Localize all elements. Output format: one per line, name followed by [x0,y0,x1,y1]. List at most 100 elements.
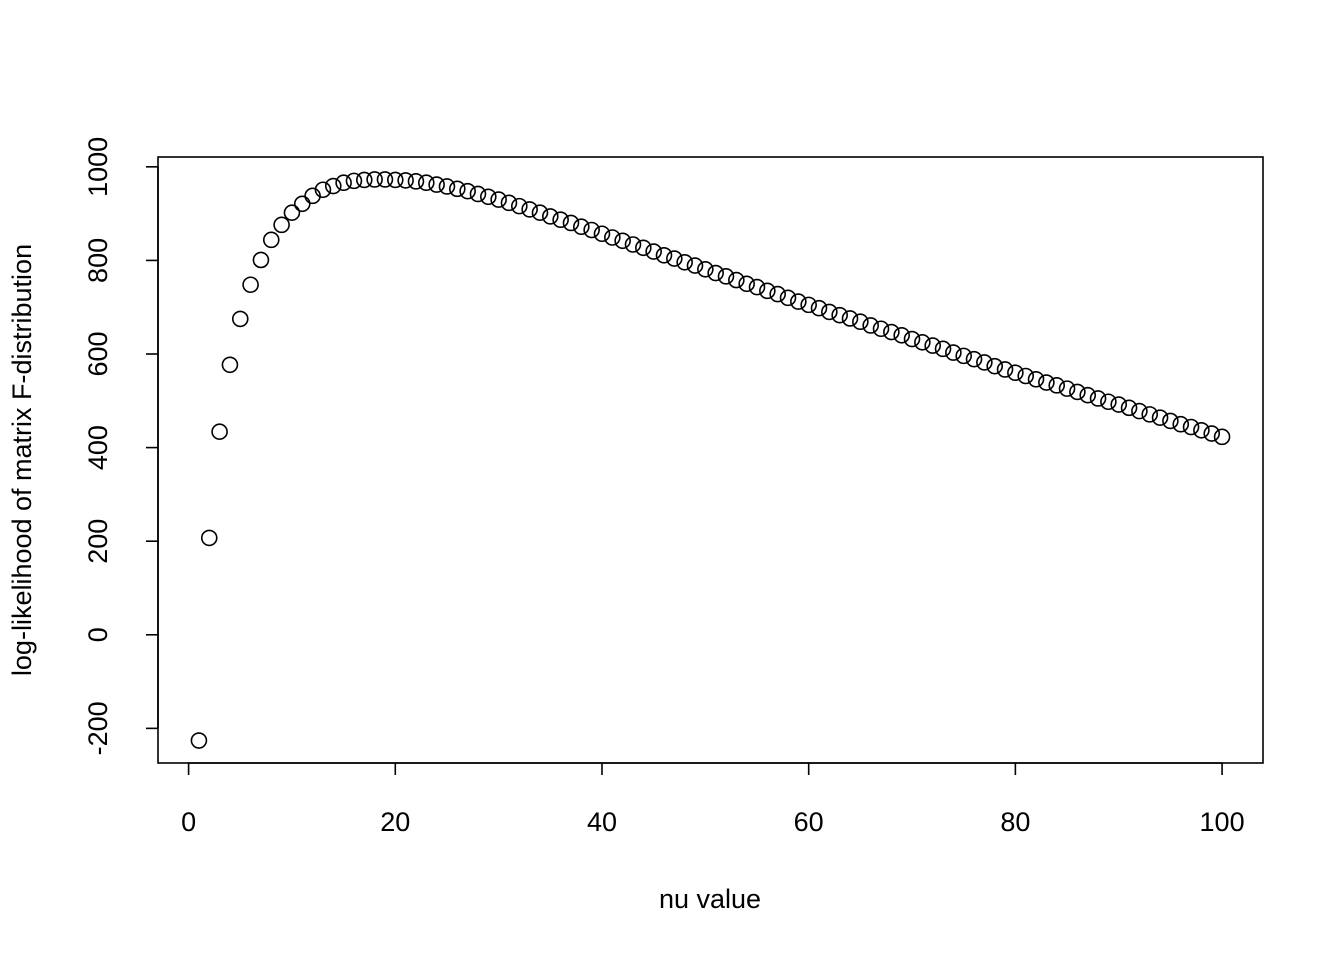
point [262,231,280,249]
point [872,320,890,338]
point [583,221,600,239]
point [1213,428,1231,446]
point [490,191,507,208]
point [190,732,208,749]
point [521,201,538,218]
point [1007,364,1024,382]
y-axis-label: log-likelihood of matrix F-distribution [7,244,37,676]
point [996,361,1014,378]
point [1162,412,1179,430]
point [1141,406,1159,423]
y-tick-label: 200 [83,519,113,564]
point [790,293,807,310]
point [759,282,776,300]
point [500,194,518,212]
point [1017,367,1035,385]
x-tick-label: 80 [1000,807,1030,837]
x-tick-label: 0 [181,807,196,837]
point [852,313,869,331]
point [1069,383,1086,401]
point [386,171,404,189]
point [841,310,859,327]
point [293,195,311,213]
point [924,337,941,354]
point [1110,396,1128,413]
point [717,268,735,285]
point [810,299,828,317]
point [883,323,900,341]
point [542,208,559,225]
point [1151,409,1169,426]
point [480,188,497,206]
point [707,264,724,282]
point [976,354,993,371]
point [1038,374,1055,391]
point [428,176,445,193]
point [604,229,621,246]
point [955,347,973,365]
point [376,171,394,188]
point [686,257,704,274]
point [748,278,766,296]
point [903,330,921,348]
point [345,172,363,190]
point [1203,425,1221,442]
point [573,218,590,236]
x-tick-label: 40 [587,807,617,837]
point [531,204,549,221]
point [355,171,373,189]
point [335,174,352,192]
point [831,306,848,324]
x-tick-label: 60 [794,807,824,837]
point [769,285,786,303]
y-tick-label: -200 [83,701,113,755]
point [200,529,218,547]
y-tick-label: 0 [83,627,113,642]
point [1079,386,1097,404]
x-tick-label: 100 [1200,807,1245,837]
point [417,174,435,192]
point [738,275,755,293]
point [397,172,414,189]
x-tick-label: 20 [380,807,410,837]
point [593,225,611,243]
point [655,246,673,264]
point [324,177,342,195]
point [893,326,910,344]
point [862,317,879,334]
point [1058,380,1076,397]
point [469,185,487,203]
point [779,289,797,307]
point [1172,415,1190,433]
point [1120,399,1138,417]
point [211,423,228,440]
point [304,187,321,205]
point [821,303,838,321]
point [800,296,817,314]
y-tick-label: 400 [83,425,113,470]
point [562,214,580,232]
point [614,232,631,250]
y-tick-label: 800 [83,238,113,283]
point [438,178,456,195]
point [934,340,952,358]
point [1089,390,1107,407]
point [914,334,931,351]
point [635,239,652,257]
y-tick-label: 600 [83,331,113,376]
point [511,197,528,215]
point [1193,421,1210,439]
point [283,204,301,221]
point [314,181,332,199]
point [273,216,290,234]
point [1182,418,1200,436]
point [986,357,1004,375]
point [1027,370,1045,388]
point [965,350,983,368]
point [676,253,693,271]
x-axis-label: nu value [659,884,761,914]
point [459,182,476,200]
point [1100,393,1117,411]
